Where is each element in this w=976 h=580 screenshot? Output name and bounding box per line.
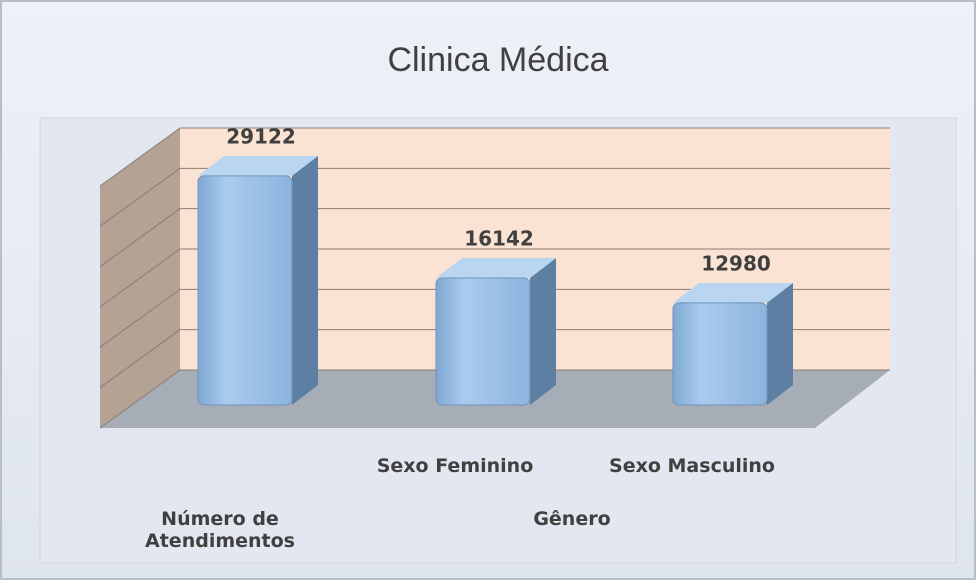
grid-line bbox=[99, 248, 890, 308]
data-label: 29122 bbox=[226, 124, 296, 148]
x-tick-label: Número de Atendimentos bbox=[145, 508, 295, 552]
bar-side bbox=[292, 155, 318, 405]
bar-top bbox=[436, 258, 556, 279]
grid-line bbox=[99, 167, 890, 227]
bar-front bbox=[197, 175, 293, 406]
x-tick-label: Sexo Feminino bbox=[376, 455, 534, 477]
x-tick-label: Sexo Masculino bbox=[609, 455, 775, 477]
x-group-label: Gênero bbox=[533, 508, 611, 530]
bar-front bbox=[672, 302, 768, 406]
grid-line bbox=[99, 208, 890, 268]
bar bbox=[672, 282, 793, 406]
bar bbox=[435, 258, 556, 406]
grid-line bbox=[99, 329, 890, 389]
data-label: 16142 bbox=[464, 227, 534, 251]
bar-front bbox=[435, 277, 531, 406]
chart-title: Clinica Médica bbox=[387, 41, 608, 79]
grid-line bbox=[99, 369, 890, 429]
grid-line bbox=[99, 288, 890, 348]
grid-line bbox=[99, 127, 890, 187]
bar-top bbox=[673, 282, 793, 303]
bar-top bbox=[198, 155, 318, 176]
data-label: 12980 bbox=[701, 251, 771, 275]
bar-side bbox=[530, 258, 556, 405]
bar-side bbox=[767, 282, 793, 405]
bar bbox=[197, 155, 318, 406]
